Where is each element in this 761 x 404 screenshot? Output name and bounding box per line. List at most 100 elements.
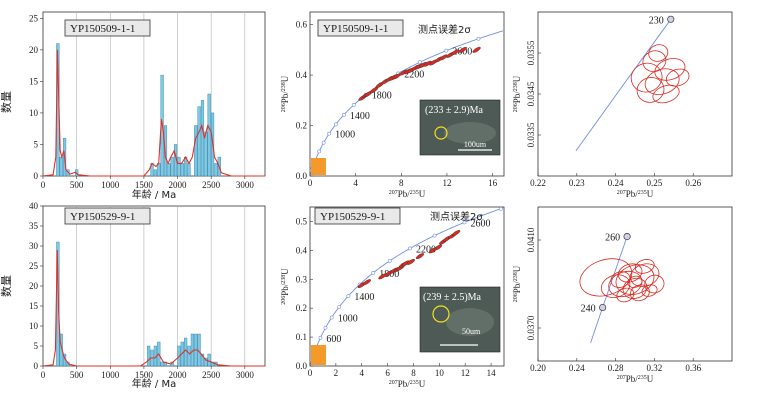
age-label: 2200 xyxy=(404,69,424,80)
age-marker xyxy=(323,325,328,330)
y-axis-label: 数量 xyxy=(0,275,13,297)
concordia-top: 1000140018002200260004812160.00.20.40.62… xyxy=(280,11,505,199)
histogram-bar xyxy=(153,169,157,177)
age-histogram-top: 0 500 1000 1500 2000 2500 3000 0 5 10 15 20 25 YP150… xyxy=(0,11,266,201)
spot-circle xyxy=(434,126,448,140)
histogram-bar xyxy=(167,163,171,177)
age-marker xyxy=(444,48,449,53)
y-tick-label: 25 xyxy=(29,13,39,23)
y-tick-label: 20 xyxy=(29,281,39,291)
x-tick-label: 3000 xyxy=(236,370,255,380)
y-axis-label: 数量 xyxy=(0,91,13,113)
x-tick-label: 0 xyxy=(41,180,46,190)
concordia-curve xyxy=(590,236,628,344)
concordia-curve xyxy=(309,30,504,177)
y-tick-label: 10 xyxy=(29,321,39,331)
age-marker xyxy=(321,140,326,145)
x-tick-label: 2500 xyxy=(202,180,221,190)
age-label: 260 xyxy=(605,233,620,244)
analysis-ellipse xyxy=(362,279,372,286)
spot-circle xyxy=(432,305,450,323)
analysis-ellipse xyxy=(472,46,481,53)
x-tick-label: 0.32 xyxy=(647,363,663,373)
sample-label-box xyxy=(317,19,404,37)
analysis-ellipse xyxy=(654,58,686,81)
age-marker xyxy=(417,60,422,65)
x-axis-label: 年龄 / Ma xyxy=(132,188,176,201)
x-axis-label: 207Pb/235U xyxy=(617,189,654,199)
x-tick-label: 0.23 xyxy=(569,178,585,188)
histogram-bar xyxy=(204,131,208,177)
y-axis-label: 206Pb/238U xyxy=(280,268,290,305)
inset-age: (239 ± 2.5)Ma xyxy=(423,292,482,303)
x-axis-label: 207Pb/235U xyxy=(389,189,426,199)
y-tick-label: 0.0355 xyxy=(526,40,536,65)
analysis-ellipse xyxy=(627,275,643,288)
enlarged-concordia-bottom: 240 260 0.20 0.24 0.28 0.32 0.36 0.0370 0.0410 20… xyxy=(512,206,733,384)
histogram-bar xyxy=(187,345,191,367)
analysis-ellipse xyxy=(636,77,665,103)
y-tick-label: 15 xyxy=(29,301,39,311)
x-tick-label: 8 xyxy=(411,368,416,378)
analysis-ellipse xyxy=(641,284,658,297)
y-tick-label: 25 xyxy=(29,261,39,271)
histogram-bar xyxy=(194,125,198,177)
histogram-bar xyxy=(200,100,205,177)
y-tick-label: 0.3 xyxy=(296,274,308,284)
age-marker xyxy=(599,303,607,312)
enlarged-area-box xyxy=(311,158,326,175)
histogram-bar xyxy=(200,353,205,367)
x-tick-label: 0.25 xyxy=(647,178,663,188)
x-tick-label: 2000 xyxy=(169,370,188,380)
age-label: 2200 xyxy=(416,244,436,255)
analysis-ellipse xyxy=(423,60,432,67)
x-tick-label: 1500 xyxy=(135,180,154,190)
inset-age: (233 ± 2.9)Ma xyxy=(425,105,484,116)
y-tick-label: 5 xyxy=(34,139,39,149)
plot-frame xyxy=(537,206,733,362)
x-axis-label: 207Pb/235U xyxy=(389,379,426,389)
analysis-ellipse xyxy=(630,62,663,93)
x-tick-label: 2500 xyxy=(202,370,221,380)
x-tick-label: 8 xyxy=(399,178,404,188)
age-marker xyxy=(408,246,412,251)
y-tick-label: 0.0410 xyxy=(526,227,536,252)
enlarged-concordia-top: 2302400.220.230.240.250.260.03350.03450.… xyxy=(512,11,733,199)
y-tick-label: 0.0 xyxy=(296,361,308,371)
histogram-bar xyxy=(160,361,164,367)
histogram-bar xyxy=(207,93,211,177)
histogram-bar xyxy=(187,163,191,177)
analysis-ellipse xyxy=(415,253,425,260)
age-marker xyxy=(499,206,503,211)
age-marker xyxy=(337,304,342,309)
sample-label-box xyxy=(314,207,401,225)
plot-frame xyxy=(42,205,266,367)
age-label: 600 xyxy=(326,334,341,345)
analysis-ellipse xyxy=(406,258,415,265)
y-tick-label: 0.2 xyxy=(296,121,307,131)
histogram-bar xyxy=(180,163,184,177)
sample-label-box xyxy=(64,19,151,37)
plot-frame xyxy=(42,11,266,177)
x-tick-label: 1000 xyxy=(101,180,120,190)
sample-label: YP150509-1-1 xyxy=(323,23,388,35)
sample-label: YP150529-9-1 xyxy=(320,211,385,223)
x-tick-label: 1500 xyxy=(135,370,154,380)
histogram-bar xyxy=(207,353,211,367)
analysis-ellipse xyxy=(634,259,655,274)
x-tick-label: 0.28 xyxy=(608,363,624,373)
y-tick-label: 0.1 xyxy=(296,332,307,342)
analysis-ellipse xyxy=(665,68,690,87)
plot-frame xyxy=(537,11,733,177)
analysis-ellipse xyxy=(610,271,631,288)
y-tick-label: 0 xyxy=(34,361,39,371)
concordia-bottom: 60010001400180022002600024681012140.00.1… xyxy=(280,206,505,389)
age-marker xyxy=(623,232,631,241)
histogram-bar xyxy=(59,156,63,177)
x-tick-label: 14 xyxy=(487,368,497,378)
age-marker xyxy=(351,103,356,107)
x-tick-label: 2000 xyxy=(169,180,188,190)
histogram-bar xyxy=(184,337,188,367)
y-tick-label: 0.0335 xyxy=(526,122,536,147)
